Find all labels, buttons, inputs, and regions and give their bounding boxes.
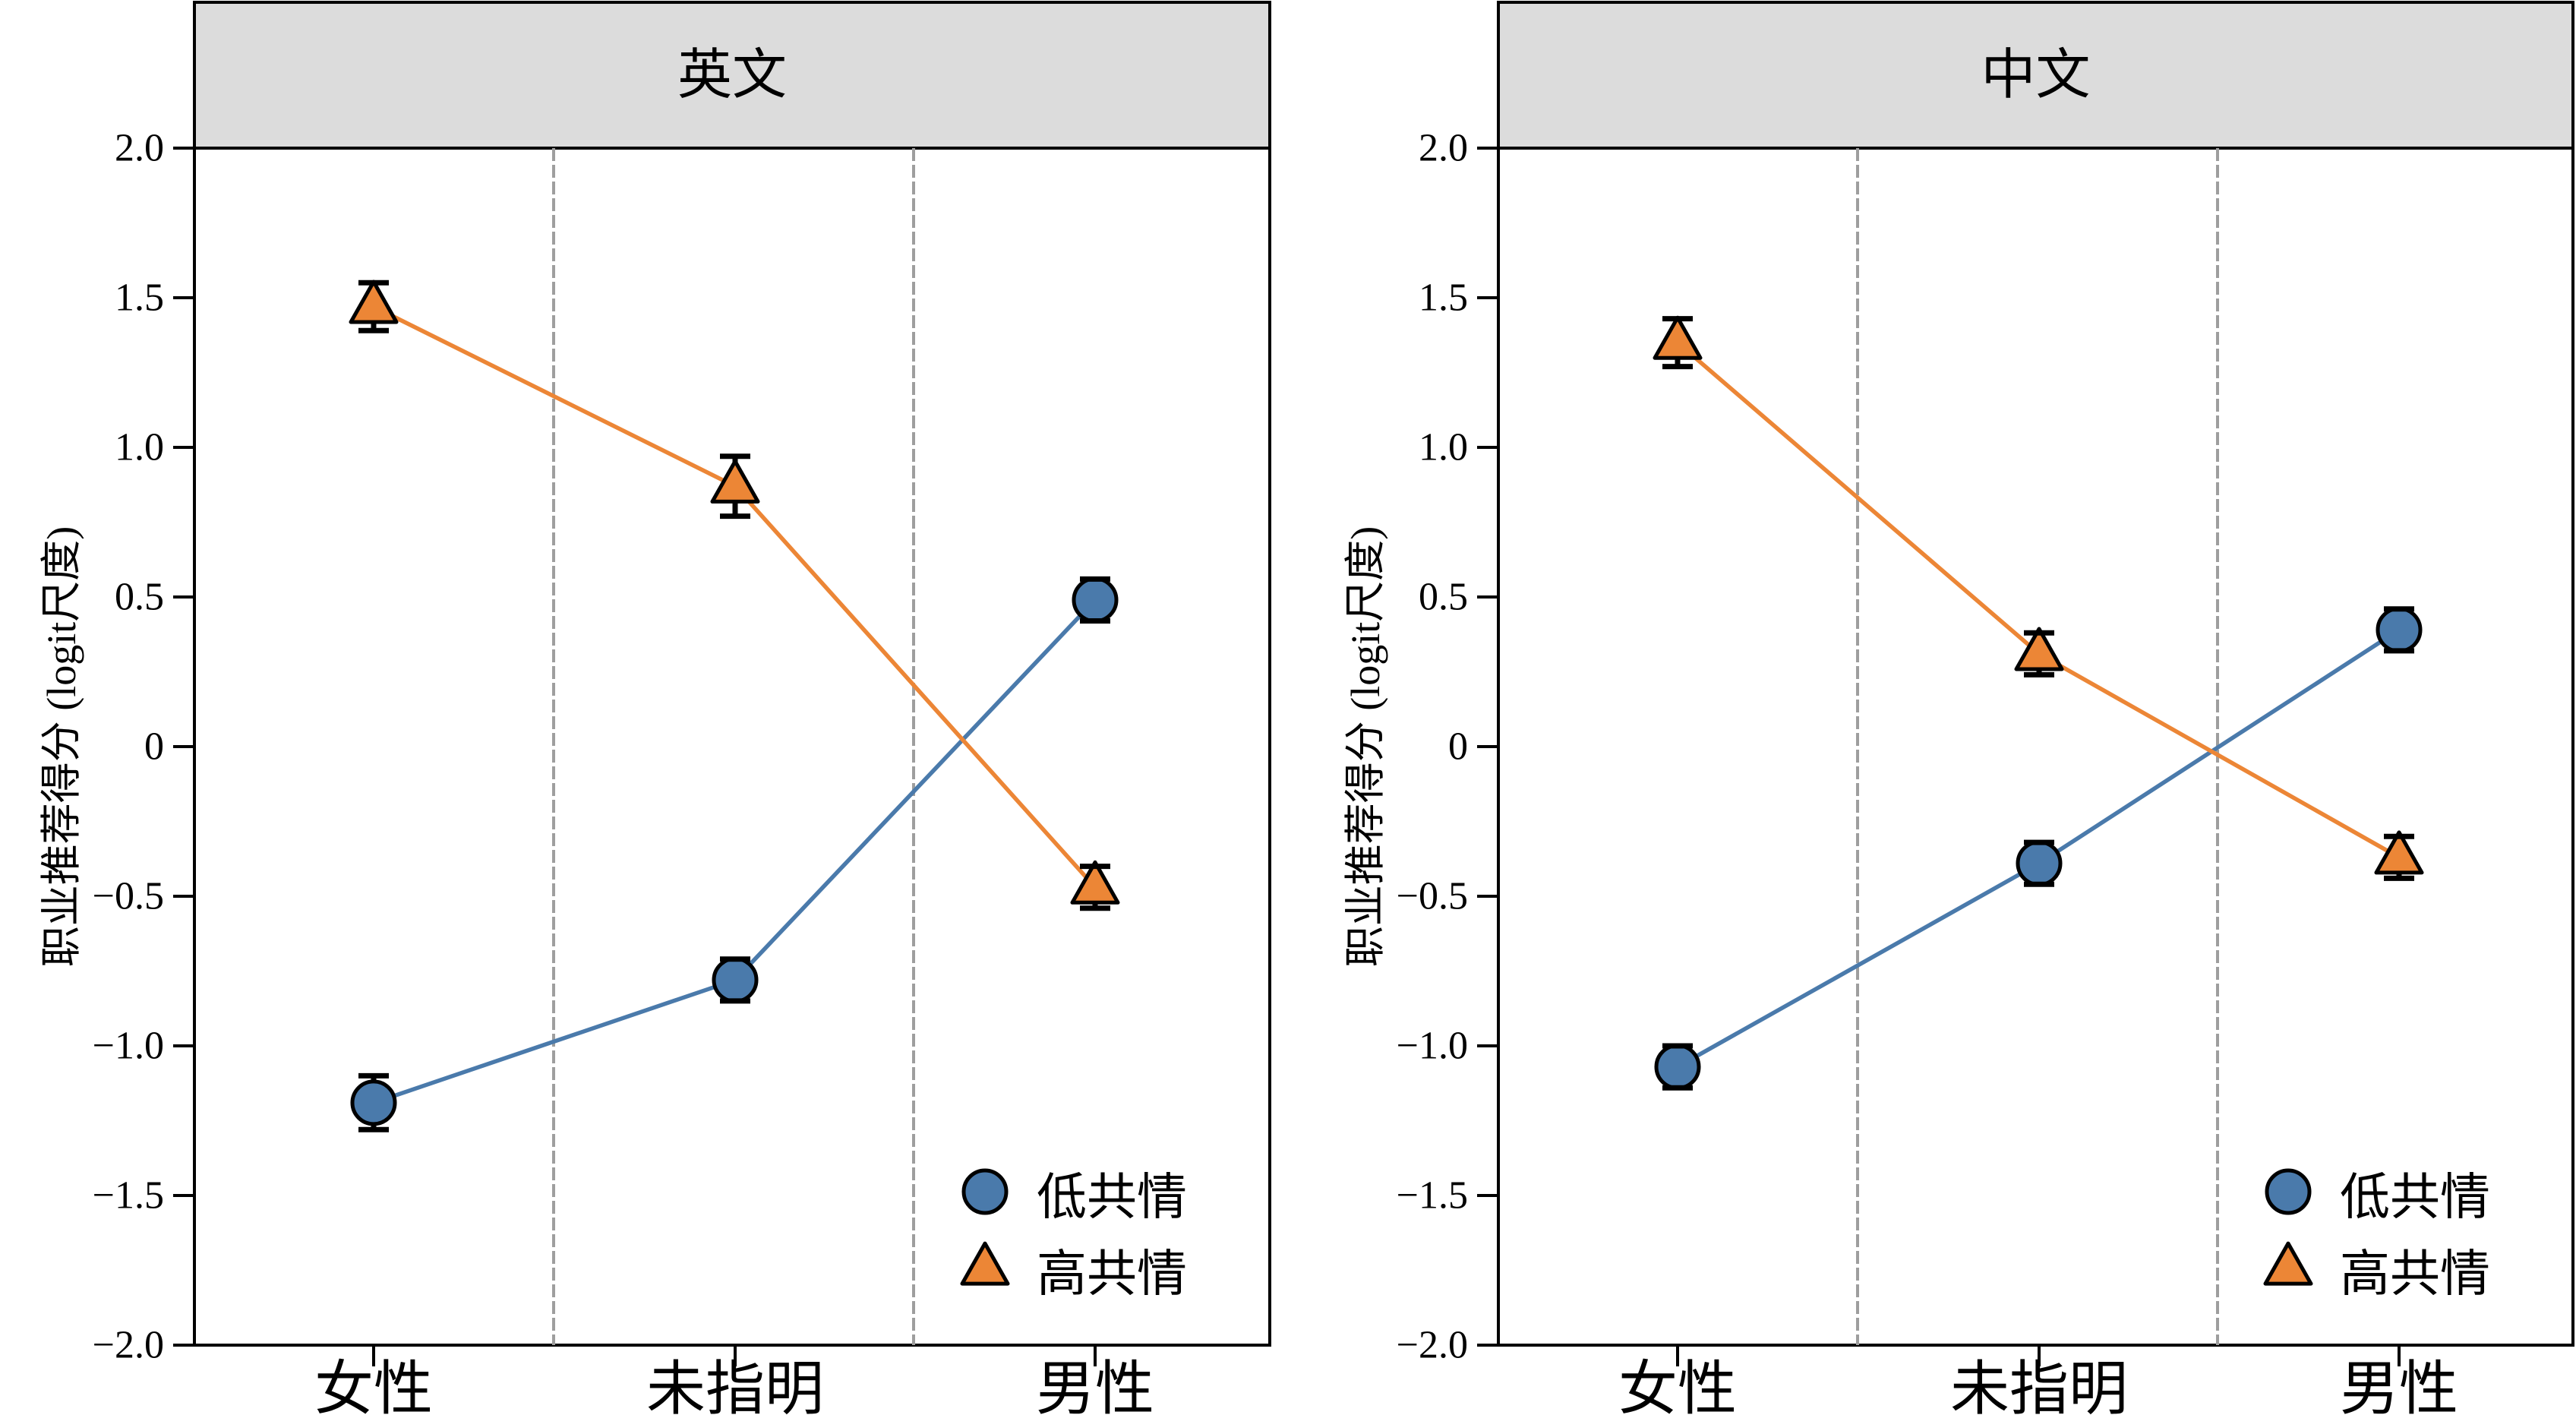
svg-text:高共情: 高共情 bbox=[2340, 1247, 2490, 1303]
svg-text:0: 0 bbox=[144, 725, 164, 769]
svg-text:职业推荐得分 (logit尺度): 职业推荐得分 (logit尺度) bbox=[39, 526, 84, 967]
svg-text:1.5: 1.5 bbox=[1419, 276, 1468, 320]
svg-text:男性: 男性 bbox=[1036, 1356, 1154, 1415]
svg-text:女性: 女性 bbox=[1618, 1356, 1737, 1415]
svg-text:女性: 女性 bbox=[314, 1356, 433, 1415]
svg-text:2.0: 2.0 bbox=[115, 127, 164, 170]
svg-text:−2.0: −2.0 bbox=[93, 1324, 164, 1367]
svg-text:未指明: 未指明 bbox=[1950, 1356, 2128, 1415]
svg-text:中文: 中文 bbox=[1981, 45, 2090, 106]
svg-text:低共情: 低共情 bbox=[2340, 1170, 2490, 1226]
svg-text:−1.5: −1.5 bbox=[1397, 1174, 1468, 1218]
svg-text:职业推荐得分 (logit尺度): 职业推荐得分 (logit尺度) bbox=[1343, 526, 1388, 967]
svg-text:1.5: 1.5 bbox=[115, 276, 164, 320]
svg-text:0.5: 0.5 bbox=[115, 576, 164, 619]
svg-text:−1.0: −1.0 bbox=[1397, 1025, 1468, 1068]
svg-text:0.5: 0.5 bbox=[1419, 576, 1468, 619]
svg-text:低共情: 低共情 bbox=[1037, 1170, 1187, 1226]
svg-text:−2.0: −2.0 bbox=[1397, 1324, 1468, 1367]
svg-text:−1.5: −1.5 bbox=[93, 1174, 164, 1218]
svg-text:2.0: 2.0 bbox=[1419, 127, 1468, 170]
svg-text:未指明: 未指明 bbox=[646, 1356, 824, 1415]
svg-text:−1.0: −1.0 bbox=[93, 1025, 164, 1068]
svg-text:英文: 英文 bbox=[677, 45, 787, 106]
svg-text:0: 0 bbox=[1448, 725, 1468, 769]
svg-text:男性: 男性 bbox=[2340, 1356, 2458, 1415]
svg-text:1.0: 1.0 bbox=[1419, 426, 1468, 469]
svg-text:−0.5: −0.5 bbox=[1397, 875, 1468, 918]
svg-text:高共情: 高共情 bbox=[1037, 1247, 1187, 1303]
svg-text:−0.5: −0.5 bbox=[93, 875, 164, 918]
svg-text:1.0: 1.0 bbox=[115, 426, 164, 469]
